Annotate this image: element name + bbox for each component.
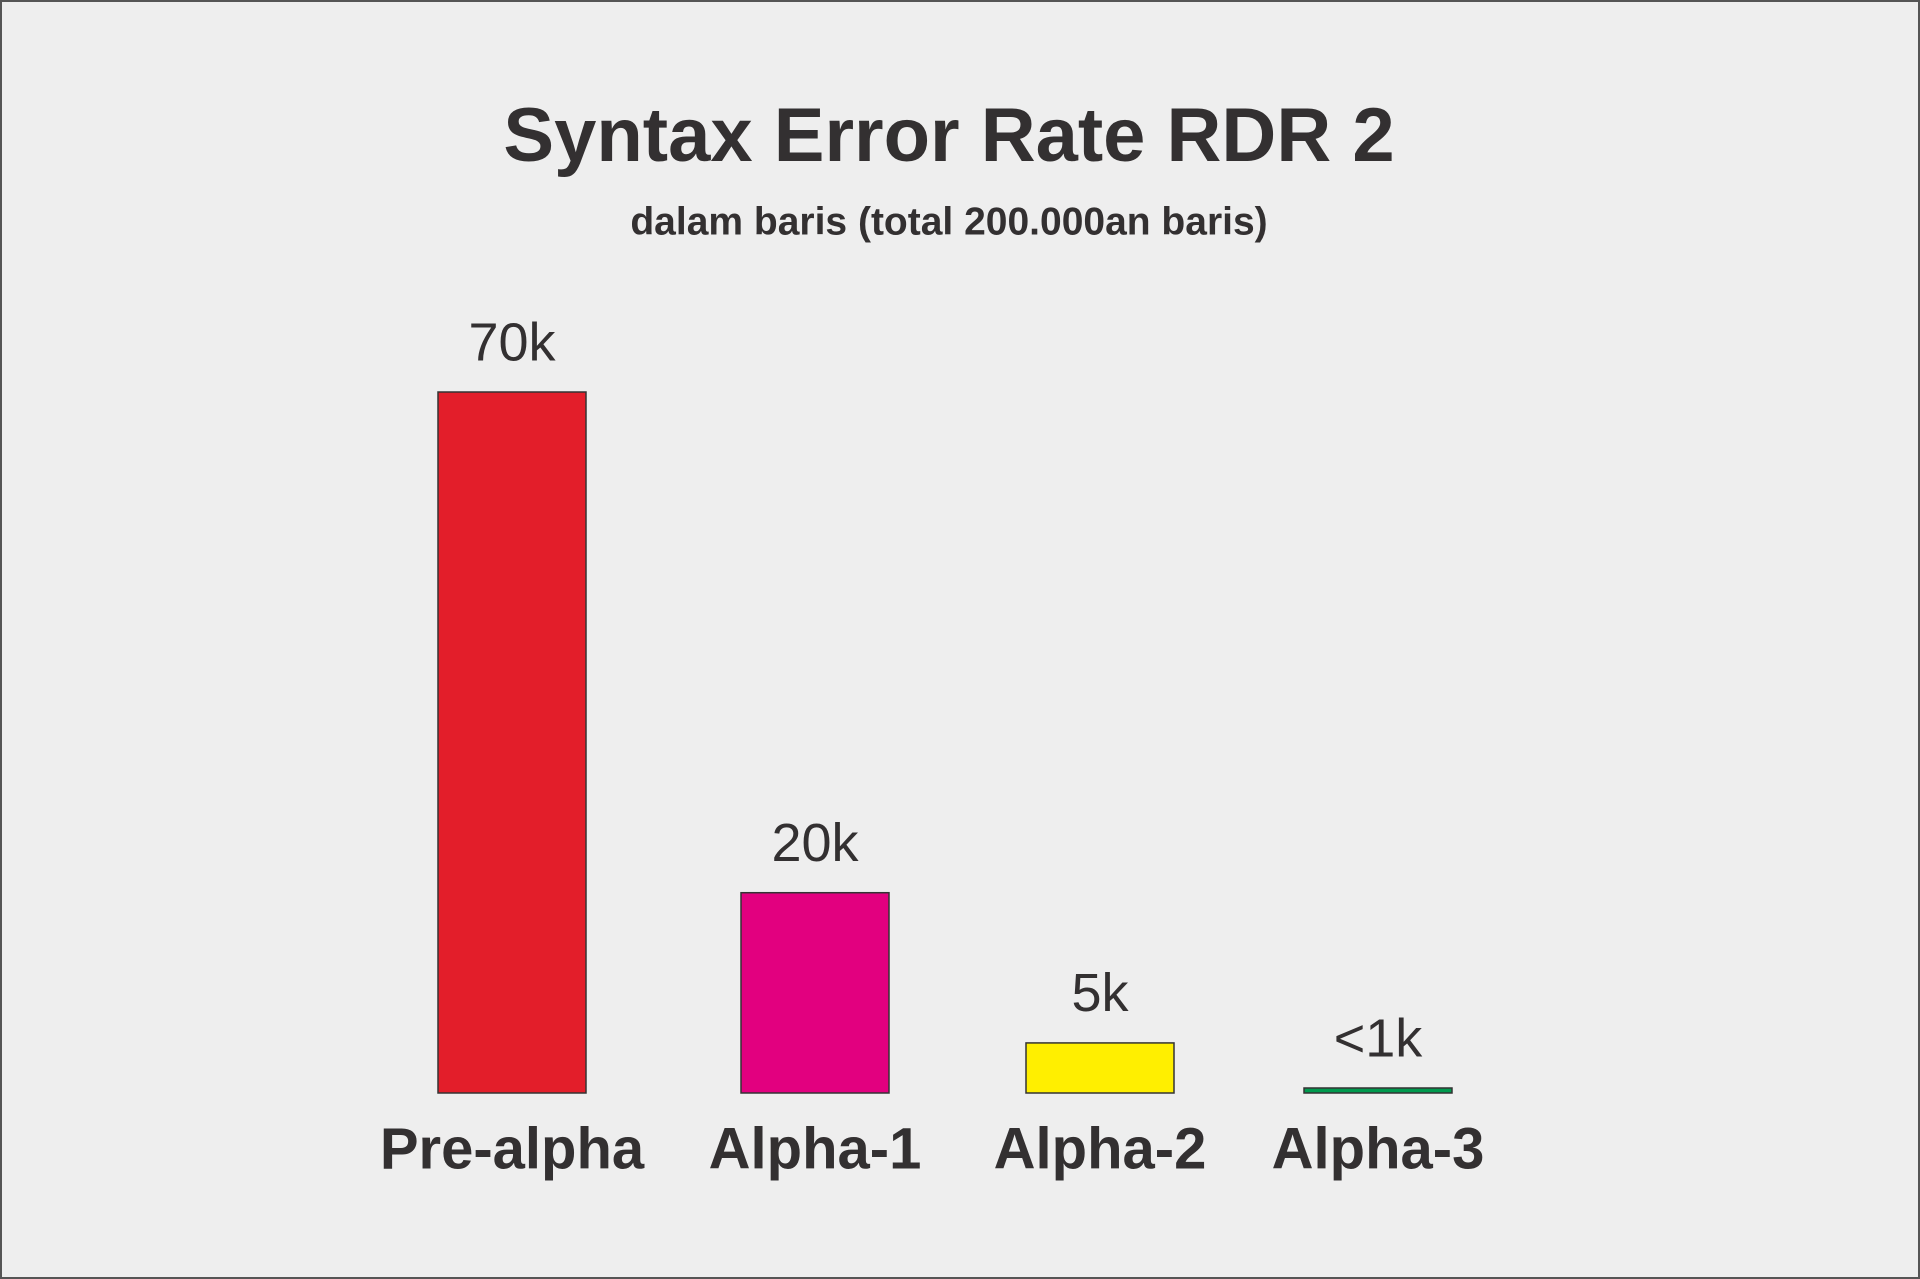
value-label: 70k bbox=[468, 312, 556, 372]
bar bbox=[740, 891, 890, 1094]
chart-subtitle: dalam baris (total 200.000an baris) bbox=[630, 200, 1267, 243]
bar bbox=[437, 391, 587, 1094]
bar bbox=[1025, 1042, 1175, 1094]
x-tick-label: Alpha-1 bbox=[709, 1116, 922, 1181]
bar bbox=[1303, 1087, 1453, 1094]
x-tick-label: Alpha-2 bbox=[994, 1116, 1207, 1181]
x-tick-label: Pre-alpha bbox=[380, 1116, 645, 1181]
x-tick-label: Alpha-3 bbox=[1272, 1116, 1485, 1181]
value-label: 5k bbox=[1071, 963, 1129, 1023]
chart-title: Syntax Error Rate RDR 2 bbox=[503, 93, 1394, 178]
value-label: <1k bbox=[1334, 1008, 1424, 1068]
value-label: 20k bbox=[771, 813, 859, 873]
